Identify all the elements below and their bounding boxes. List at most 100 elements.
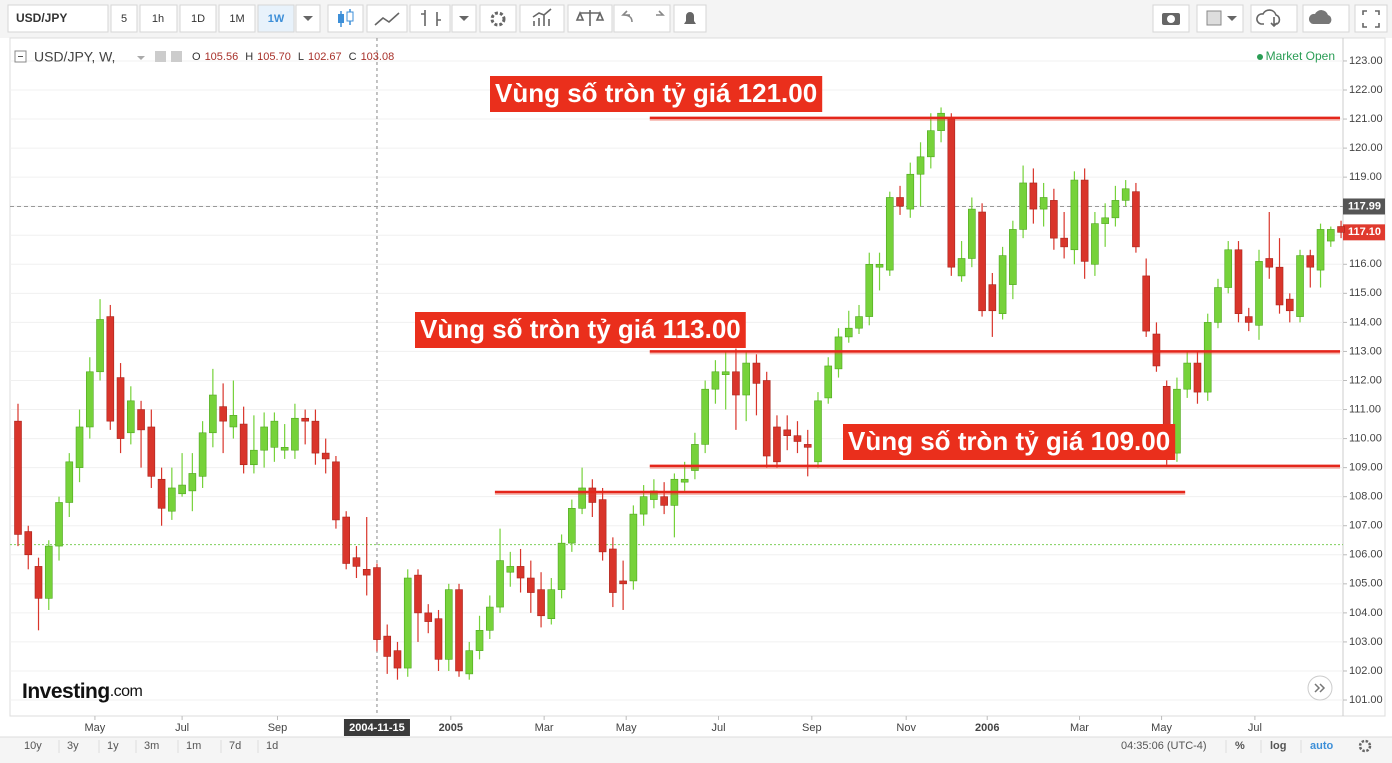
icon bbox=[374, 12, 400, 26]
candle-body bbox=[75, 426, 84, 468]
interval[interactable]: 1h bbox=[152, 13, 164, 25]
candle-body bbox=[1121, 188, 1130, 201]
market-status: Market Open bbox=[1266, 49, 1335, 63]
candle-body bbox=[219, 406, 227, 422]
candle-body bbox=[14, 420, 22, 535]
indicators-button[interactable] bbox=[519, 4, 565, 33]
legend-icon bbox=[155, 51, 166, 62]
candle-body bbox=[239, 423, 248, 466]
candle-body bbox=[660, 496, 668, 506]
y-tick-label: 106.00 bbox=[1349, 549, 1383, 561]
candle-body bbox=[475, 630, 484, 651]
range-button[interactable]: 1m bbox=[186, 740, 201, 752]
candle-body bbox=[1029, 182, 1038, 210]
range-button[interactable]: 3y bbox=[67, 740, 79, 752]
candle-body bbox=[1091, 223, 1099, 265]
candle-body bbox=[773, 426, 781, 463]
ohlc-value: 102.67 bbox=[308, 51, 342, 63]
candle-body bbox=[198, 432, 207, 477]
candle-body bbox=[1326, 229, 1335, 242]
icon bbox=[1314, 683, 1326, 693]
candle-body bbox=[609, 548, 617, 593]
range-button[interactable]: 1d bbox=[266, 740, 278, 752]
y-tick-label: 111.00 bbox=[1349, 403, 1381, 415]
x-tick-label: Jul bbox=[711, 722, 725, 734]
scale-option[interactable]: log bbox=[1270, 740, 1287, 752]
logo-suffix: .com bbox=[110, 683, 143, 700]
candle-body bbox=[311, 420, 320, 454]
icon bbox=[621, 10, 665, 23]
interval-button[interactable] bbox=[110, 4, 138, 33]
price-tag bbox=[1343, 198, 1385, 215]
line-button[interactable] bbox=[366, 4, 408, 33]
ohlc-value: 105.70 bbox=[257, 51, 291, 63]
interval-button[interactable] bbox=[179, 4, 217, 33]
ohlc-legend: O 105.56 H 105.70 L 102.67 C 103.08 bbox=[192, 51, 394, 63]
candle-body bbox=[824, 365, 833, 399]
y-tick-label: 115.00 bbox=[1349, 287, 1382, 299]
interval[interactable]: 5 bbox=[121, 13, 127, 25]
y-tick-label: 119.00 bbox=[1349, 171, 1382, 183]
candle-body bbox=[1019, 182, 1027, 230]
candle-body bbox=[96, 319, 104, 373]
candle-body bbox=[168, 487, 176, 512]
candle-body bbox=[537, 589, 545, 617]
candle-body bbox=[875, 263, 884, 268]
candle-body bbox=[403, 577, 412, 669]
y-tick-label: 113.00 bbox=[1349, 345, 1382, 357]
candles-button[interactable] bbox=[327, 4, 364, 33]
icon bbox=[532, 8, 552, 26]
candle-body bbox=[332, 461, 340, 521]
interval[interactable]: 1D bbox=[191, 13, 205, 25]
candle-body bbox=[1285, 298, 1294, 312]
interval[interactable]: 1W bbox=[268, 13, 285, 25]
dropdown[interactable] bbox=[451, 4, 477, 33]
settings-icon[interactable] bbox=[1358, 739, 1372, 753]
candle-body bbox=[978, 211, 986, 312]
candle-body bbox=[506, 566, 515, 573]
y-tick-label: 103.00 bbox=[1349, 636, 1383, 648]
fullscreen-button[interactable] bbox=[1354, 4, 1388, 33]
bars-button[interactable] bbox=[409, 4, 451, 33]
symbol-box[interactable]: USD/JPY bbox=[7, 4, 109, 33]
interval-buttons: 5 1h 1D 1M 1W bbox=[110, 4, 321, 33]
range-button[interactable]: 1y bbox=[107, 740, 119, 752]
interval[interactable]: 1M bbox=[229, 13, 244, 25]
candle-body bbox=[927, 130, 935, 158]
candle-body bbox=[1070, 179, 1079, 251]
icon bbox=[1362, 10, 1380, 28]
x-tick-label: Sep bbox=[268, 722, 288, 734]
candle-body bbox=[352, 557, 361, 567]
candle-body bbox=[301, 417, 309, 422]
range-button[interactable]: 10y bbox=[24, 740, 42, 752]
interval-button-active[interactable] bbox=[257, 4, 295, 33]
candle-body bbox=[106, 316, 115, 422]
y-tick-label: 108.00 bbox=[1349, 491, 1383, 503]
range-button[interactable]: 7d bbox=[229, 740, 241, 752]
candle-body bbox=[557, 542, 566, 590]
symbol[interactable]: USD/JPY bbox=[16, 11, 67, 25]
ohlc-key: H bbox=[245, 51, 253, 63]
caret bbox=[459, 16, 469, 21]
scale-option[interactable]: % bbox=[1235, 740, 1245, 752]
undo-redo[interactable] bbox=[613, 4, 671, 33]
interval-button[interactable] bbox=[218, 4, 256, 33]
candle-body bbox=[1111, 200, 1120, 219]
icon bbox=[490, 11, 506, 27]
annotation-label: Vùng số tròn tỷ giá 109.00 bbox=[848, 426, 1170, 456]
candle-body bbox=[752, 362, 761, 384]
y-tick-label: 116.00 bbox=[1349, 258, 1382, 270]
candle-body bbox=[619, 580, 627, 585]
y-tick-label: 110.00 bbox=[1349, 432, 1382, 444]
candle-body bbox=[1224, 249, 1233, 288]
range-button[interactable]: 3m bbox=[144, 740, 159, 752]
settings-button[interactable] bbox=[479, 4, 517, 33]
x-tick-label: May bbox=[85, 722, 106, 734]
scale-option[interactable]: auto bbox=[1310, 740, 1334, 752]
candle-body bbox=[527, 577, 535, 593]
icon bbox=[338, 14, 344, 23]
y-tick-label: 109.00 bbox=[1349, 462, 1383, 474]
interval-button[interactable] bbox=[139, 4, 178, 33]
candle-body bbox=[24, 531, 33, 556]
